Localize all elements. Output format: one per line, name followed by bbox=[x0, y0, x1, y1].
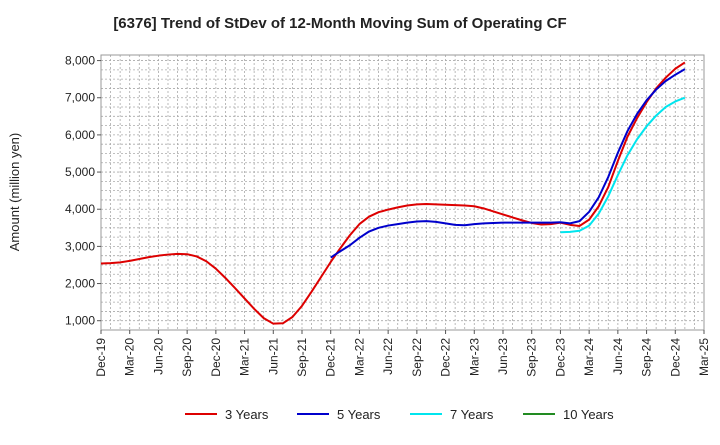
x-tick-label: Mar-25 bbox=[697, 338, 711, 376]
x-tick-label: Sep-23 bbox=[525, 338, 539, 377]
x-tick-label: Jun-24 bbox=[611, 338, 625, 375]
series-lines bbox=[100, 61, 686, 325]
y-tick-label: 4,000 bbox=[65, 202, 95, 216]
y-tick-label: 6,000 bbox=[65, 128, 95, 142]
x-tick-label: Mar-20 bbox=[123, 338, 137, 376]
y-tick-label: 8,000 bbox=[65, 54, 95, 68]
series-line bbox=[330, 68, 686, 259]
x-tick-label: Sep-24 bbox=[640, 338, 654, 377]
x-tick-label: Mar-22 bbox=[352, 338, 366, 376]
x-tick-label: Mar-23 bbox=[467, 338, 481, 376]
legend-label: 3 Years bbox=[225, 407, 269, 422]
x-tick-label: Dec-19 bbox=[94, 338, 108, 377]
x-tick-label: Dec-22 bbox=[439, 338, 453, 377]
y-tick-label: 1,000 bbox=[65, 314, 95, 328]
x-tick-label: Sep-22 bbox=[410, 338, 424, 377]
series-line bbox=[100, 61, 686, 325]
x-tick-label: Jun-23 bbox=[496, 338, 510, 375]
legend-label: 10 Years bbox=[563, 407, 614, 422]
x-axis-ticks: Dec-19 Mar-20 Jun-20 Sep-20 Dec-20 Mar-21 Jun-… bbox=[94, 330, 711, 377]
legend-label: 5 Years bbox=[337, 407, 381, 422]
x-tick-label: Sep-20 bbox=[180, 338, 194, 377]
chart-title: [6376] Trend of StDev of 12-Month Moving… bbox=[113, 15, 566, 32]
y-axis-label: Amount (million yen) bbox=[7, 133, 22, 252]
legend-label: 7 Years bbox=[450, 407, 494, 422]
legend: 3 Years 5 Years 7 Years 10 Years bbox=[185, 407, 614, 422]
x-tick-label: Mar-21 bbox=[238, 338, 252, 376]
grid bbox=[100, 55, 705, 330]
y-tick-label: 2,000 bbox=[65, 277, 95, 291]
y-tick-label: 3,000 bbox=[65, 239, 95, 253]
y-axis-ticks: 1,000 2,000 3,000 4,000 5,000 6,000 7,000 8,000 bbox=[65, 54, 101, 328]
x-tick-label: Dec-24 bbox=[668, 338, 682, 377]
x-tick-label: Dec-21 bbox=[324, 338, 338, 377]
y-tick-label: 7,000 bbox=[65, 91, 95, 105]
plot-area bbox=[100, 54, 705, 331]
y-tick-label: 5,000 bbox=[65, 165, 95, 179]
x-tick-label: Jun-20 bbox=[151, 338, 165, 375]
x-tick-label: Dec-23 bbox=[553, 338, 567, 377]
x-tick-label: Mar-24 bbox=[582, 338, 596, 376]
x-tick-label: Dec-20 bbox=[209, 338, 223, 377]
x-tick-label: Sep-21 bbox=[295, 338, 309, 377]
series-line bbox=[560, 96, 686, 234]
x-tick-label: Jun-21 bbox=[266, 338, 280, 375]
x-tick-label: Jun-22 bbox=[381, 338, 395, 375]
